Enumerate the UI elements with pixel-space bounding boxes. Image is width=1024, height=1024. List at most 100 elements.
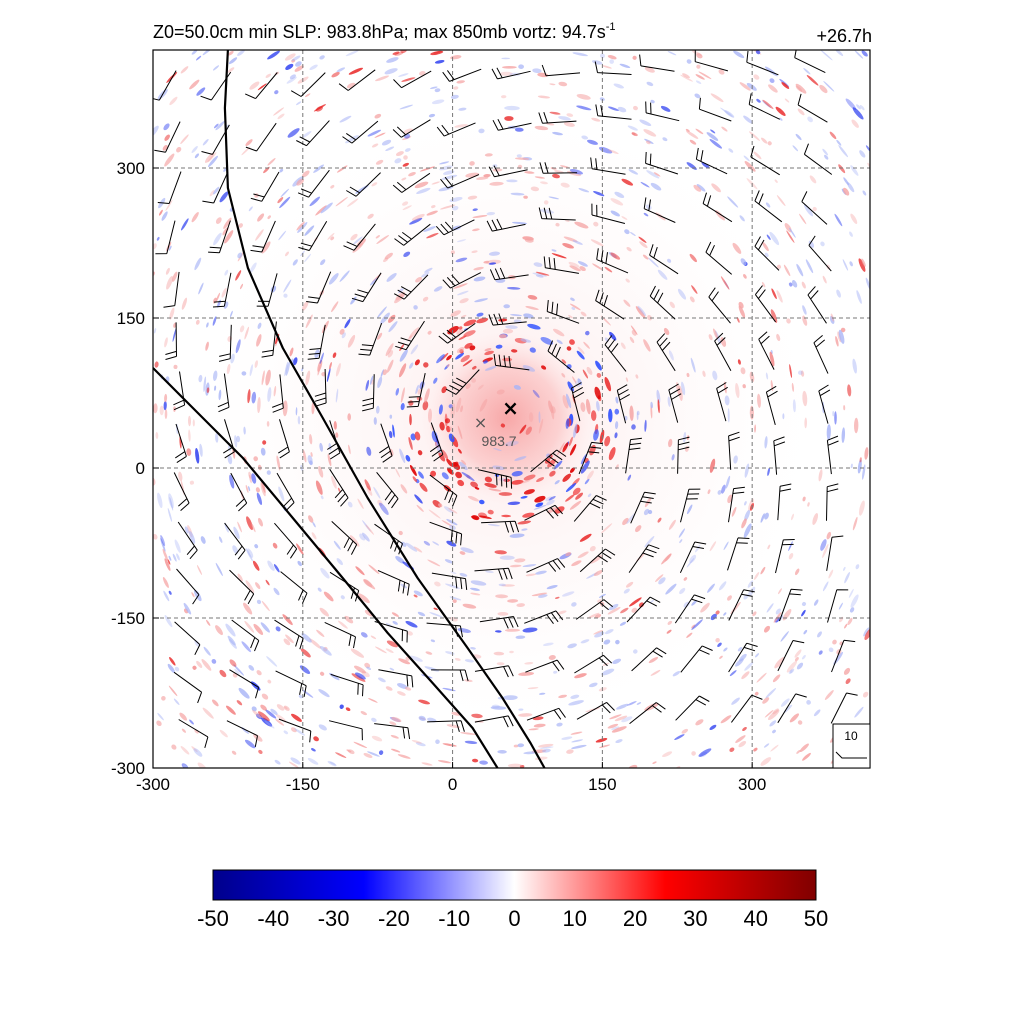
vorticity-cell — [587, 612, 600, 619]
vorticity-cell — [543, 200, 549, 205]
vorticity-cell — [723, 541, 729, 551]
vorticity-cell — [461, 314, 467, 318]
colorbar-ramp — [212, 869, 817, 901]
vorticity-cell — [183, 602, 192, 615]
wind-barb — [491, 67, 531, 80]
vorticity-cell — [282, 400, 288, 417]
wind-barb — [250, 171, 280, 202]
vorticity-cell — [265, 73, 272, 78]
vorticity-cell — [176, 553, 180, 561]
vorticity-cell — [749, 405, 755, 420]
vorticity-cell — [285, 361, 290, 376]
eyewall-cell — [523, 489, 535, 495]
eyewall-cell — [614, 408, 620, 415]
vorticity-cell — [451, 225, 462, 231]
vorticity-cell — [198, 282, 204, 295]
min-slp-marker: × — [474, 413, 487, 432]
eyewall-cell — [438, 452, 446, 462]
vorticity-cell — [348, 67, 364, 75]
vorticity-cell — [293, 357, 298, 366]
vorticity-cell — [265, 709, 277, 719]
vorticity-cell — [255, 713, 263, 720]
vorticity-cell — [251, 706, 257, 712]
eyewall-cell — [537, 502, 544, 506]
vorticity-cell — [588, 682, 598, 688]
vorticity-cell — [211, 699, 219, 707]
wind-barb — [754, 236, 780, 271]
vorticity-cell — [615, 639, 620, 645]
vorticity-cell — [826, 424, 831, 440]
wind-barb — [543, 256, 579, 274]
vorticity-cell — [276, 455, 281, 471]
vorticity-cell — [549, 111, 561, 115]
vorticity-cell — [667, 620, 673, 625]
eyewall-cell — [455, 471, 462, 479]
vorticity-cell — [178, 471, 183, 481]
vorticity-cell — [167, 559, 171, 565]
storm-center-marker: × — [502, 396, 519, 420]
vorticity-cell — [824, 689, 834, 701]
vorticity-cell — [496, 662, 505, 666]
vorticity-cell — [802, 390, 808, 407]
vorticity-cell — [260, 704, 267, 711]
vorticity-cell — [635, 525, 642, 533]
vorticity-cell — [737, 646, 743, 652]
wind-barb — [750, 145, 780, 176]
vorticity-cell — [450, 571, 457, 575]
vorticity-cell — [715, 610, 720, 615]
vorticity-cell — [666, 629, 672, 634]
vorticity-cell — [191, 211, 199, 223]
vorticity-cell — [283, 705, 290, 711]
vorticity-cell — [241, 371, 247, 376]
vorticity-cell — [532, 389, 540, 398]
vorticity-cell — [476, 176, 489, 180]
vorticity-cell — [290, 727, 297, 733]
eyewall-cell — [604, 436, 611, 447]
vorticity-cell — [207, 152, 217, 163]
wind-barb — [290, 72, 326, 97]
vorticity-cell — [842, 259, 849, 271]
wind-barb — [173, 472, 190, 511]
vorticity-cell — [629, 405, 634, 421]
vorticity-cell — [521, 528, 528, 531]
wind-barb — [393, 274, 429, 300]
vorticity-cell — [421, 272, 430, 278]
vorticity-cell — [236, 435, 241, 443]
vorticity-cell — [769, 351, 775, 367]
vorticity-cell — [739, 653, 747, 662]
vorticity-cell — [568, 436, 573, 447]
vorticity-cell — [560, 182, 570, 188]
vorticity-cell — [424, 388, 430, 403]
vorticity-cell — [360, 711, 368, 716]
vorticity-cell — [591, 60, 603, 65]
vorticity-cell — [192, 419, 195, 427]
vorticity-cell — [850, 165, 859, 176]
vorticity-cell — [284, 53, 296, 61]
vorticity-cell — [472, 228, 480, 232]
vorticity-cell — [323, 591, 334, 602]
wind-barb — [773, 436, 786, 475]
vorticity-cell — [326, 368, 331, 383]
eyewall-cell — [476, 312, 484, 317]
vorticity-cell — [353, 741, 368, 749]
eyewall-cell — [562, 442, 569, 453]
vorticity-cell — [212, 316, 217, 326]
vorticity-cell — [164, 153, 175, 167]
vorticity-cell — [594, 614, 602, 619]
eyewall-cell — [458, 335, 467, 341]
vorticity-cell — [200, 536, 206, 544]
vorticity-cell — [554, 170, 565, 174]
vorticity-cell — [788, 541, 793, 551]
vorticity-cell — [791, 382, 795, 392]
vorticity-cell — [335, 363, 341, 377]
vorticity-cell — [376, 234, 390, 245]
vorticity-cell — [399, 104, 413, 110]
vorticity-cell — [320, 495, 324, 500]
vorticity-cell — [611, 726, 620, 731]
vorticity-cell — [340, 595, 345, 600]
vorticity-cell — [760, 566, 766, 575]
vorticity-cell — [604, 266, 613, 273]
vorticity-cell — [609, 331, 617, 341]
eyewall-cell — [457, 448, 462, 454]
vorticity-cell — [546, 123, 555, 126]
